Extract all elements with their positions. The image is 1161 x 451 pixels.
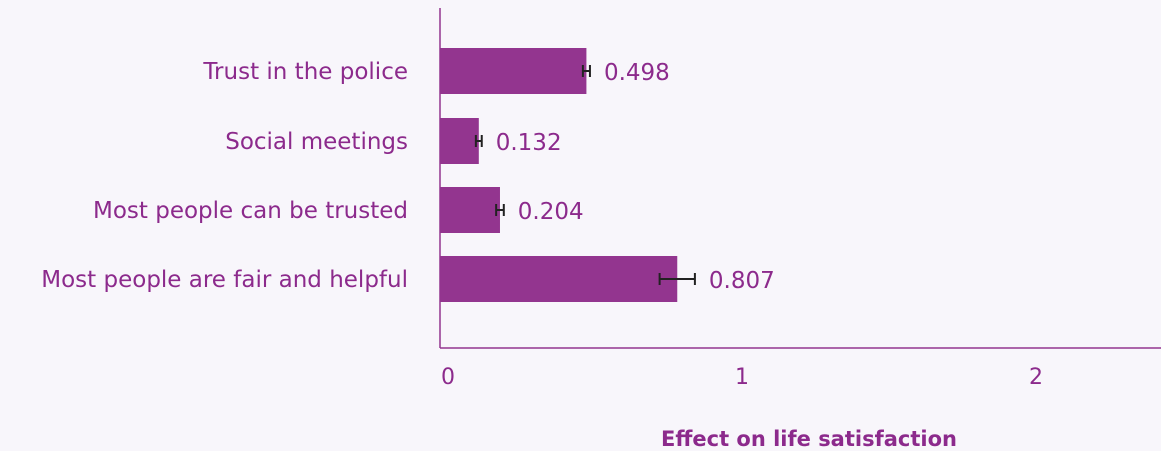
value-labels-layer: 0.498 0.132 0.204 0.807 [496,60,775,294]
category-labels-layer: Trust in the police Social meetings Most p… [41,59,408,293]
data-label: 0.204 [518,199,584,225]
category-label: Social meetings [225,129,408,155]
x-tick-labels-layer: 0 1 2 [441,365,1043,390]
category-label: Most people are fair and helpful [41,267,408,293]
error-bar [581,65,591,77]
bars-layer [440,48,678,302]
category-label: Trust in the police [202,59,408,85]
data-label: 0.498 [604,60,670,86]
bar [440,256,678,302]
bar [440,118,479,164]
error-bar [474,135,483,147]
error-bar [658,273,696,285]
error-bars-layer [474,65,696,285]
x-tick-label: 1 [735,365,749,390]
error-bar [495,204,505,216]
x-axis-title: Effect on life satisfaction [661,427,957,451]
bar [440,48,587,94]
x-tick-label: 0 [441,365,455,390]
bar [440,187,500,233]
category-label: Most people can be trusted [93,198,408,224]
data-label: 0.807 [709,268,775,294]
data-label: 0.132 [496,130,562,156]
x-tick-label: 2 [1029,365,1043,390]
